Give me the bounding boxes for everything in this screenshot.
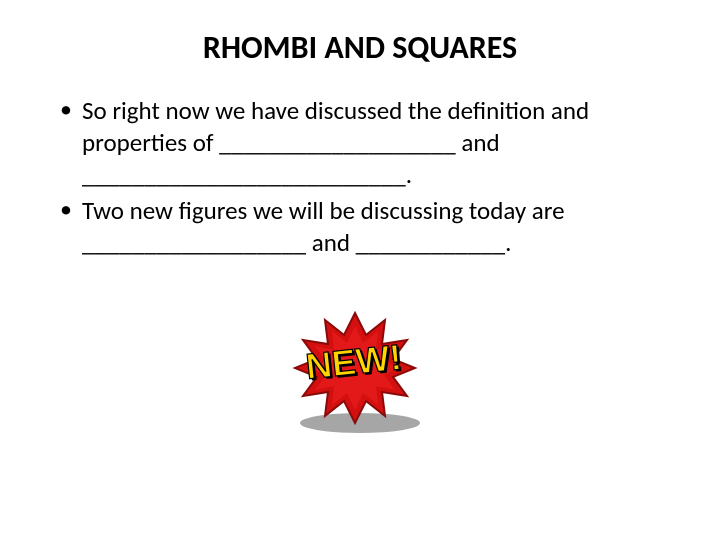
bullet-item: So right now we have discussed the defin… [60, 95, 680, 191]
bullet-item: Two new figures we will be discussing to… [60, 195, 680, 259]
new-badge-icon: NEW! NEW! [255, 308, 455, 438]
slide-title: RHOMBI AND SQUARES [40, 28, 680, 67]
slide-container: RHOMBI AND SQUARES So right now we have … [0, 0, 720, 259]
bullet-list: So right now we have discussed the defin… [40, 95, 680, 259]
